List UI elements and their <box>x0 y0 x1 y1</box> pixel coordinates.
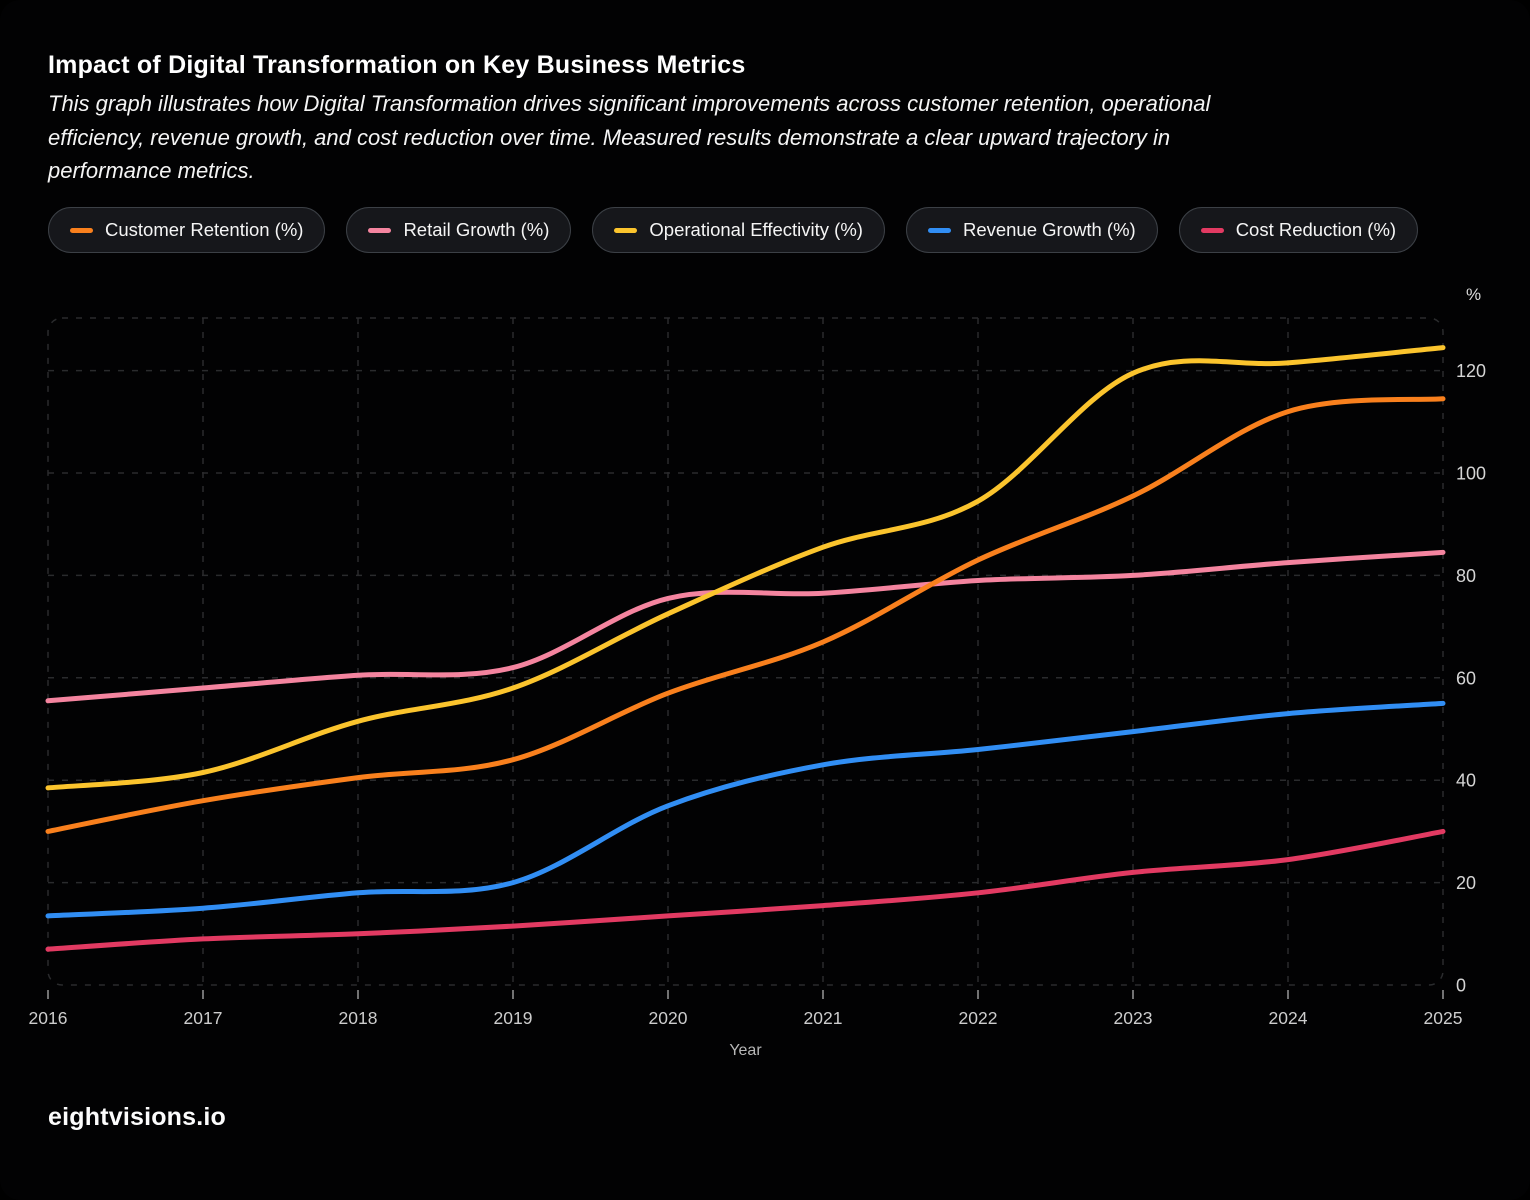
y-gridlines <box>48 369 1443 884</box>
y-tick-label: 100 <box>1456 464 1486 484</box>
x-axis-labels: 2016 2017 2018 2019 2020 2021 2022 2023 2024 2025 <box>29 1008 1463 1028</box>
y-tick-label: 120 <box>1456 361 1486 381</box>
y-tick-label: 20 <box>1456 873 1476 893</box>
legend-label: Customer Retention (%) <box>105 219 304 240</box>
subtitle-line: efficiency, revenue growth, and cost red… <box>48 124 1171 150</box>
legend-pill-cost-reduction[interactable]: Cost Reduction (%) <box>1178 207 1419 253</box>
subtitle-line: This graph illustrates how Digital Trans… <box>48 91 1211 116</box>
x-tick-label: 2017 <box>184 1008 223 1028</box>
series-line-customer-retention <box>45 396 1446 834</box>
legend-pill-operational-effectivity[interactable]: Operational Effectivity (%) <box>592 207 885 253</box>
x-axis-title: Year <box>729 1042 762 1059</box>
plot-area <box>47 317 1444 986</box>
y-axis-labels: 0 20 40 60 80 100 120 <box>1456 361 1486 995</box>
legend-dash-icon <box>1200 227 1224 233</box>
y-tick-label: 40 <box>1456 771 1476 791</box>
legend-pill-revenue-growth[interactable]: Revenue Growth (%) <box>905 207 1158 253</box>
subtitle-line: performance metrics. <box>48 158 255 183</box>
legend-label: Revenue Growth (%) <box>962 219 1136 240</box>
x-tick-label: 2020 <box>649 1008 688 1028</box>
legend-label: Cost Reduction (%) <box>1235 219 1397 240</box>
legend-pill-retail-growth[interactable]: Retail Growth (%) <box>346 207 572 253</box>
page-title: Impact of Digital Transformation on Key … <box>48 51 746 79</box>
chart-legend: Customer Retention (%) Retail Growth (%)… <box>48 207 1419 253</box>
chart-subtitle: This graph illustrates how Digital Trans… <box>48 87 1210 188</box>
legend-label: Operational Effectivity (%) <box>649 219 863 240</box>
y-axis-unit: % <box>1466 285 1481 304</box>
x-tick-label: 2018 <box>339 1008 378 1028</box>
x-tick-label: 2023 <box>1114 1008 1153 1028</box>
legend-dash-icon <box>70 227 93 233</box>
series-lines <box>45 345 1446 952</box>
y-tick-label: 80 <box>1456 566 1476 586</box>
y-tick-label: 60 <box>1456 668 1476 688</box>
x-tick-label: 2021 <box>804 1008 843 1028</box>
brand-footer: eightvisions.io <box>48 1103 227 1131</box>
legend-label: Retail Growth (%) <box>403 219 550 240</box>
x-tick-label: 2016 <box>29 1008 68 1028</box>
series-line-cost-reduction <box>45 828 1446 952</box>
x-tick-label: 2025 <box>1424 1008 1463 1028</box>
series-line-operational-effectivity <box>45 345 1446 791</box>
x-tick-label: 2022 <box>959 1008 998 1028</box>
x-ticks <box>47 990 1444 999</box>
legend-dash-icon <box>927 227 951 233</box>
legend-dash-icon <box>368 227 392 233</box>
x-gridlines <box>202 318 1289 985</box>
series-line-revenue-growth <box>45 700 1446 919</box>
legend-pill-customer-retention[interactable]: Customer Retention (%) <box>48 207 326 253</box>
legend-dash-icon <box>614 227 638 233</box>
x-tick-label: 2024 <box>1269 1008 1308 1028</box>
y-tick-label: 0 <box>1456 976 1466 996</box>
series-line-retail-growth <box>45 549 1446 704</box>
x-tick-label: 2019 <box>494 1008 533 1028</box>
